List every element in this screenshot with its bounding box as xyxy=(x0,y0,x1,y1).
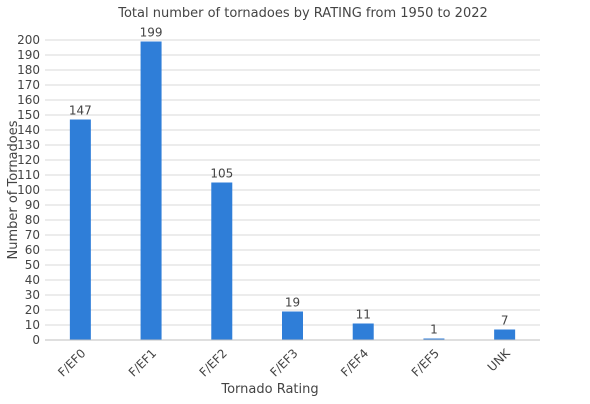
y-tick-label: 30 xyxy=(25,288,40,302)
y-tick-label: 60 xyxy=(25,243,40,257)
y-tick-label: 100 xyxy=(17,183,40,197)
bar xyxy=(282,311,303,340)
chart-title: Total number of tornadoes by RATING from… xyxy=(117,6,488,21)
bar xyxy=(352,323,374,340)
y-tick-label: 40 xyxy=(25,273,40,287)
y-tick-label: 20 xyxy=(25,303,40,317)
y-tick-label: 70 xyxy=(25,228,40,242)
y-tick-label: 140 xyxy=(17,123,40,137)
x-tick-label: F/EF3 xyxy=(267,346,300,379)
data-label: 147 xyxy=(69,104,92,118)
x-tick-label: F/EF2 xyxy=(197,346,230,379)
x-axis-title: Tornado Rating xyxy=(220,382,318,397)
y-tick-label: 130 xyxy=(17,138,40,152)
bars xyxy=(69,41,516,340)
bar xyxy=(494,329,516,340)
data-label: 7 xyxy=(501,314,509,328)
y-tick-label: 120 xyxy=(17,153,40,167)
bar xyxy=(140,41,162,340)
y-tick-label: 180 xyxy=(17,63,40,77)
y-axis-ticks: 0102030405060708090100110120130140150160… xyxy=(17,33,40,347)
y-tick-label: 90 xyxy=(25,198,40,212)
y-tick-label: 50 xyxy=(25,258,40,272)
bar xyxy=(69,119,91,340)
y-axis-title: Number of Tornadoes xyxy=(6,120,21,259)
data-label: 1 xyxy=(430,323,438,337)
gridlines xyxy=(45,39,540,326)
y-tick-label: 80 xyxy=(25,213,40,227)
x-tick-label: UNK xyxy=(485,345,514,374)
y-tick-label: 160 xyxy=(17,93,40,107)
y-tick-label: 110 xyxy=(17,168,40,182)
y-tick-label: 150 xyxy=(17,108,40,122)
data-label: 19 xyxy=(285,296,300,310)
x-tick-label: F/EF0 xyxy=(55,346,88,379)
data-label: 105 xyxy=(210,167,233,181)
x-tick-label: F/EF5 xyxy=(409,346,442,379)
bar xyxy=(211,182,233,340)
y-tick-label: 170 xyxy=(17,78,40,92)
y-tick-label: 200 xyxy=(17,33,40,47)
data-label: 11 xyxy=(356,308,371,322)
y-tick-label: 0 xyxy=(32,333,40,347)
data-label: 199 xyxy=(140,26,163,40)
y-tick-label: 190 xyxy=(17,48,40,62)
x-tick-label: F/EF1 xyxy=(126,346,159,379)
y-tick-label: 10 xyxy=(25,318,40,332)
x-axis-ticks: F/EF0 F/EF1 F/EF2 F/EF3 F/EF4 F/EF5 UNK xyxy=(55,345,513,379)
bar xyxy=(423,338,445,340)
x-tick-label: F/EF4 xyxy=(338,346,371,379)
